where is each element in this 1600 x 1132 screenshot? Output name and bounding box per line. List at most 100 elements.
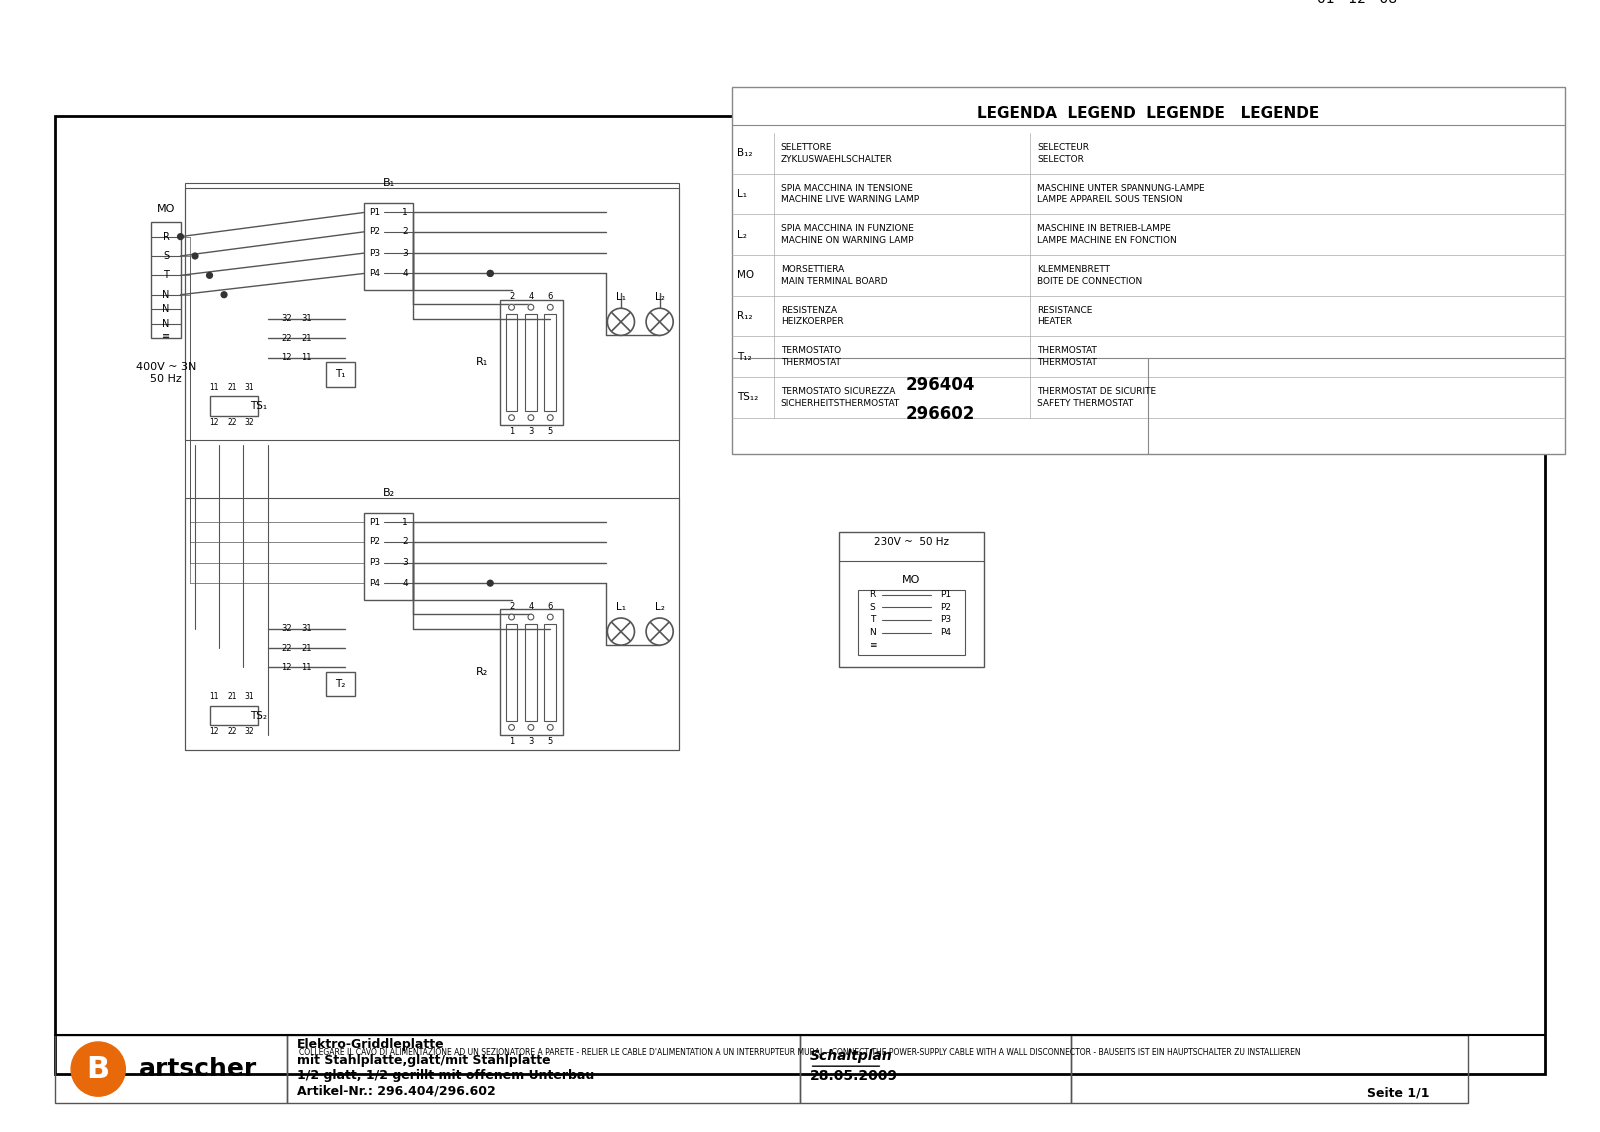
Text: THERMOSTAT: THERMOSTAT — [781, 358, 840, 367]
Text: 2: 2 — [509, 602, 514, 611]
Text: T: T — [163, 271, 170, 281]
Text: R₁₂: R₁₂ — [738, 311, 752, 321]
Text: T₁₂: T₁₂ — [738, 352, 752, 361]
Text: ≡: ≡ — [162, 332, 170, 342]
Text: R: R — [869, 590, 875, 599]
Bar — [186, 498, 678, 749]
Bar — [544, 624, 557, 721]
Text: B₁₂: B₁₂ — [738, 148, 752, 158]
Text: SAFETY THERMOSTAT: SAFETY THERMOSTAT — [1037, 398, 1133, 408]
Text: 31: 31 — [245, 693, 254, 701]
Text: 32: 32 — [245, 418, 254, 427]
Bar — [733, 86, 1565, 454]
Text: 12: 12 — [282, 353, 291, 362]
Text: 22: 22 — [282, 643, 291, 652]
Text: 230V ~  50 Hz: 230V ~ 50 Hz — [874, 537, 949, 547]
Text: RESISTANCE: RESISTANCE — [1037, 306, 1093, 315]
Circle shape — [509, 414, 515, 421]
Text: THERMOSTAT: THERMOSTAT — [1037, 346, 1098, 355]
Text: MO: MO — [157, 205, 174, 214]
Circle shape — [528, 305, 534, 310]
Text: P4: P4 — [939, 628, 950, 637]
Text: artscher: artscher — [139, 1057, 258, 1081]
Circle shape — [488, 271, 493, 276]
Bar — [365, 513, 413, 600]
Circle shape — [509, 305, 515, 310]
Text: RESISTENZA: RESISTENZA — [781, 306, 837, 315]
Text: P3: P3 — [939, 616, 950, 625]
Text: L₂: L₂ — [654, 292, 664, 302]
Circle shape — [509, 414, 515, 421]
Text: P4: P4 — [370, 578, 381, 588]
Text: KLEMMENBRETT: KLEMMENBRETT — [1037, 265, 1110, 274]
Text: 2: 2 — [402, 228, 408, 237]
Text: 32: 32 — [245, 728, 254, 737]
Text: B₁: B₁ — [382, 178, 395, 188]
Text: P1: P1 — [370, 208, 381, 217]
Text: P1: P1 — [370, 517, 381, 526]
Text: 11: 11 — [301, 353, 312, 362]
Text: 01 - 12 - 08: 01 - 12 - 08 — [1317, 0, 1397, 7]
Text: 31: 31 — [301, 315, 312, 324]
Circle shape — [547, 414, 554, 421]
Text: 4: 4 — [402, 269, 408, 278]
Text: SELECTEUR: SELECTEUR — [1037, 143, 1090, 152]
Text: TS₂: TS₂ — [250, 711, 267, 721]
Circle shape — [528, 414, 534, 421]
Text: Seite 1/1: Seite 1/1 — [1366, 1087, 1429, 1100]
Bar — [800, 1035, 1070, 1103]
Circle shape — [221, 292, 227, 298]
Circle shape — [488, 581, 493, 586]
Text: 400V ~ 3N
50 Hz: 400V ~ 3N 50 Hz — [136, 362, 197, 384]
Text: R: R — [163, 232, 170, 241]
Text: MO: MO — [902, 575, 920, 585]
Text: 12: 12 — [282, 663, 291, 672]
Text: MORSETTIERA: MORSETTIERA — [781, 265, 843, 274]
Text: 4: 4 — [528, 292, 533, 301]
Text: 3: 3 — [402, 558, 408, 567]
Circle shape — [509, 615, 515, 620]
Text: 28.05.2009: 28.05.2009 — [810, 1069, 898, 1083]
Text: 3: 3 — [528, 737, 533, 746]
Circle shape — [608, 308, 635, 335]
Text: 3: 3 — [528, 427, 533, 436]
Text: T: T — [870, 616, 875, 625]
Circle shape — [646, 308, 674, 335]
Text: HEATER: HEATER — [1037, 317, 1072, 326]
Text: LEGENDA  LEGEND  LEGENDE   LEGENDE: LEGENDA LEGEND LEGENDE LEGENDE — [978, 106, 1320, 121]
Bar — [210, 706, 258, 726]
Text: 12: 12 — [210, 418, 219, 427]
Circle shape — [488, 271, 493, 276]
Text: ≡: ≡ — [869, 641, 877, 650]
Circle shape — [192, 254, 198, 259]
Text: 296602: 296602 — [906, 405, 974, 422]
Text: 21: 21 — [227, 693, 237, 701]
Text: COLLEGARE IL CAVO DI ALIMENTAZIONE AD UN SEZIONATORE A PARETE - RELIER LE CABLE : COLLEGARE IL CAVO DI ALIMENTAZIONE AD UN… — [299, 1048, 1301, 1057]
Bar — [525, 314, 536, 411]
Text: SELECTOR: SELECTOR — [1037, 155, 1085, 164]
Bar — [499, 300, 563, 426]
Text: T₂: T₂ — [334, 679, 346, 689]
Bar — [506, 314, 517, 411]
Text: THERMOSTAT DE SICURITE: THERMOSTAT DE SICURITE — [1037, 387, 1157, 396]
Text: 1: 1 — [402, 517, 408, 526]
Text: R₁: R₁ — [477, 358, 488, 368]
Circle shape — [509, 724, 515, 730]
Text: 21: 21 — [227, 383, 237, 392]
Circle shape — [509, 305, 515, 310]
Text: MO: MO — [738, 271, 754, 281]
Text: 296404: 296404 — [906, 376, 974, 394]
Text: 31: 31 — [301, 624, 312, 633]
Text: P4: P4 — [370, 269, 381, 278]
Text: BOITE DE CONNECTION: BOITE DE CONNECTION — [1037, 276, 1142, 285]
Bar — [858, 590, 965, 654]
Circle shape — [646, 618, 674, 645]
Text: 1: 1 — [509, 737, 514, 746]
Text: MASCHINE UNTER SPANNUNG-LAMPE: MASCHINE UNTER SPANNUNG-LAMPE — [1037, 183, 1205, 192]
Text: ZYKLUSWAEHLSCHALTER: ZYKLUSWAEHLSCHALTER — [781, 155, 893, 164]
Text: 5: 5 — [547, 427, 554, 436]
Text: Schaltplan: Schaltplan — [810, 1049, 893, 1063]
Text: SELETTORE: SELETTORE — [781, 143, 832, 152]
Text: 22: 22 — [227, 728, 237, 737]
Text: MACHINE ON WARNING LAMP: MACHINE ON WARNING LAMP — [781, 235, 914, 245]
